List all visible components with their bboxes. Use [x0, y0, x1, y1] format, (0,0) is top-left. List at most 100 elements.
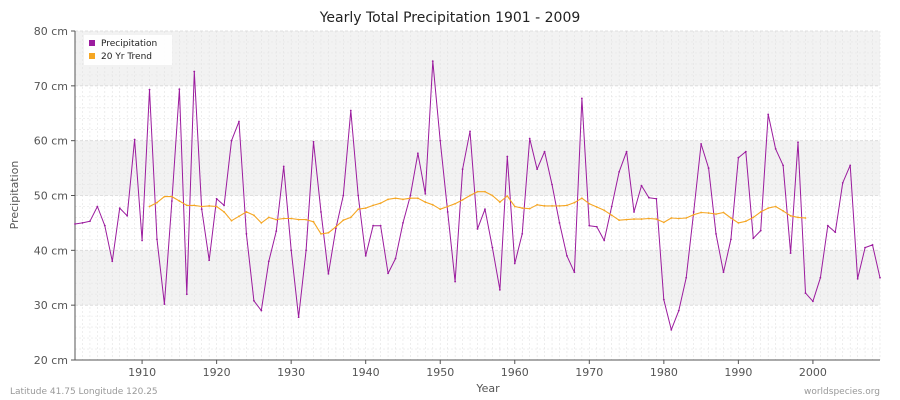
trend-point	[662, 221, 665, 224]
series-layer	[74, 60, 881, 331]
precipitation-point	[677, 309, 680, 312]
chart-title: Yearly Total Precipitation 1901 - 2009	[319, 10, 581, 26]
legend: Precipitation 20 Yr Trend	[84, 35, 172, 65]
precipitation-point	[834, 231, 837, 234]
precipitation-point	[193, 70, 196, 73]
trend-point	[230, 219, 233, 222]
precipitation-point	[633, 211, 635, 213]
trend-point	[394, 197, 397, 200]
trend-point	[610, 214, 613, 217]
trend-point	[752, 216, 755, 219]
trend-point	[737, 222, 740, 224]
trend-point	[521, 207, 524, 210]
trend-point	[730, 217, 732, 219]
x-tick-label: 1920	[203, 366, 231, 379]
precipitation-point	[722, 271, 725, 274]
trend-point	[685, 217, 688, 219]
trend-point	[640, 218, 643, 220]
legend-label-precipitation: Precipitation	[101, 39, 157, 49]
x-tick-label: 1970	[575, 366, 603, 379]
trend-point	[342, 219, 345, 222]
precipitation-point	[89, 220, 91, 223]
precipitation-point	[327, 273, 330, 275]
trend-point	[252, 214, 255, 217]
trend-point	[722, 211, 725, 214]
precipitation-point	[126, 214, 129, 217]
precipitation-point	[424, 192, 427, 195]
precipitation-point	[170, 200, 173, 202]
trend-point	[513, 205, 516, 208]
precipitation-point	[372, 224, 375, 227]
precipitation-point	[826, 224, 829, 227]
y-tick-label: 30 cm	[34, 299, 68, 312]
trend-point	[402, 198, 404, 201]
precipitation-point	[275, 230, 278, 233]
precipitation-point	[394, 257, 397, 260]
trend-point	[260, 222, 263, 224]
legend-swatch-precipitation	[89, 40, 95, 46]
trend-point	[648, 217, 650, 220]
precipitation-point	[797, 141, 799, 144]
y-axis-ticks: 20 cm 30 cm 40 cm 50 cm 60 cm 70 cm 80 cm	[34, 25, 75, 367]
precipitation-point	[692, 211, 695, 213]
trend-point	[670, 217, 673, 219]
precipitation-point	[603, 239, 606, 242]
trend-point	[379, 202, 382, 205]
precipitation-point	[759, 229, 762, 232]
precipitation-point	[767, 113, 770, 116]
precipitation-point	[290, 249, 293, 252]
precipitation-point	[856, 277, 859, 280]
x-tick-label: 1980	[650, 366, 678, 379]
trend-point	[484, 190, 486, 193]
precipitation-point	[640, 184, 643, 187]
trend-point	[469, 194, 471, 197]
trend-point	[334, 225, 337, 228]
precipitation-point	[595, 225, 598, 228]
precipitation-point	[551, 183, 553, 186]
precipitation-point	[528, 137, 531, 140]
precipitation-point	[238, 120, 240, 123]
trend-point	[223, 211, 225, 213]
y-tick-label: 80 cm	[34, 25, 68, 38]
precipitation-point	[879, 276, 881, 279]
precipitation-point	[536, 168, 539, 171]
trend-point	[185, 204, 188, 207]
trend-point	[588, 202, 591, 205]
trend-point	[357, 208, 360, 211]
precipitation-point	[588, 224, 591, 227]
precipitation-point	[103, 224, 106, 227]
trend-point	[178, 200, 181, 202]
precipitation-point	[618, 171, 621, 173]
trend-point	[267, 216, 270, 219]
precipitation-point	[282, 165, 285, 168]
trend-point	[327, 231, 330, 234]
trend-point	[498, 201, 501, 203]
x-tick-label: 2000	[799, 366, 827, 379]
trend-point	[320, 232, 322, 235]
precipitation-point	[431, 60, 434, 63]
trend-point	[580, 197, 583, 200]
trend-point	[774, 205, 777, 208]
precipitation-point	[334, 227, 337, 230]
precipitation-point	[566, 254, 568, 257]
precipitation-point	[96, 205, 99, 208]
precipitation-point	[700, 143, 703, 145]
y-tick-label: 40 cm	[34, 244, 68, 257]
precipitation-point	[148, 88, 151, 91]
precipitation-point	[864, 246, 866, 249]
precipitation-point	[469, 130, 471, 133]
trend-point	[416, 197, 419, 200]
y-tick-label: 70 cm	[34, 80, 68, 93]
precipitation-point	[267, 260, 270, 263]
precipitation-point	[819, 276, 822, 279]
precipitation-point	[849, 164, 852, 167]
precipitation-point	[245, 232, 248, 235]
precipitation-point	[670, 328, 673, 331]
trend-point	[618, 219, 621, 222]
x-tick-label: 1930	[277, 366, 305, 379]
precipitation-point	[841, 181, 844, 184]
trend-point	[797, 216, 799, 219]
trend-point	[476, 190, 479, 193]
precipitation-point	[655, 197, 658, 200]
footer-source: worldspecies.org	[804, 387, 880, 397]
